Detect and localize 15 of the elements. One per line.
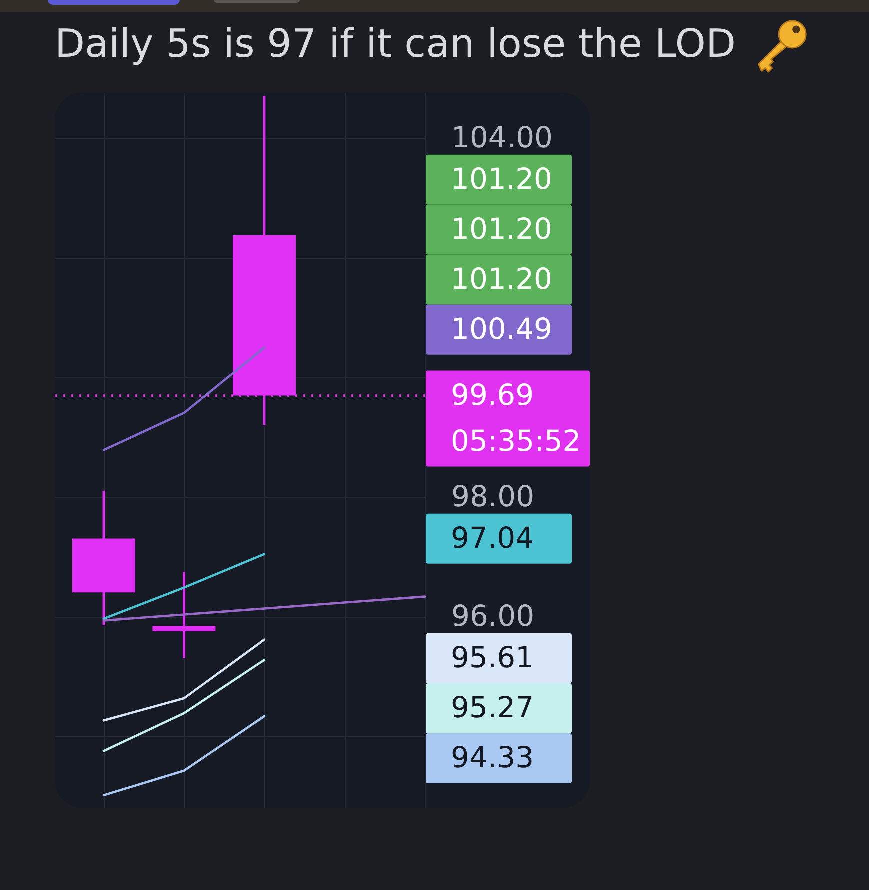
y-tick-label: 96.00 (452, 599, 535, 634)
chart-title: Daily 5s is 97 if it can lose the LOD (55, 22, 736, 67)
text: 101.20 (451, 262, 552, 296)
text: 101.20 (451, 212, 552, 246)
text: 94.33 (451, 740, 534, 775)
y-tick-label: 98.00 (452, 479, 535, 514)
text: 101.20 (451, 162, 552, 196)
candlestick (152, 571, 216, 660)
text: 97.04 (451, 520, 534, 555)
text: 100.49 (451, 312, 552, 346)
text: 95.27 (451, 690, 534, 725)
line-series (102, 596, 426, 622)
text: 95.61 (451, 640, 534, 675)
y-tick-label: 104.00 (452, 120, 553, 154)
ref-line-label: 99.69 05:35:52 (451, 378, 582, 458)
